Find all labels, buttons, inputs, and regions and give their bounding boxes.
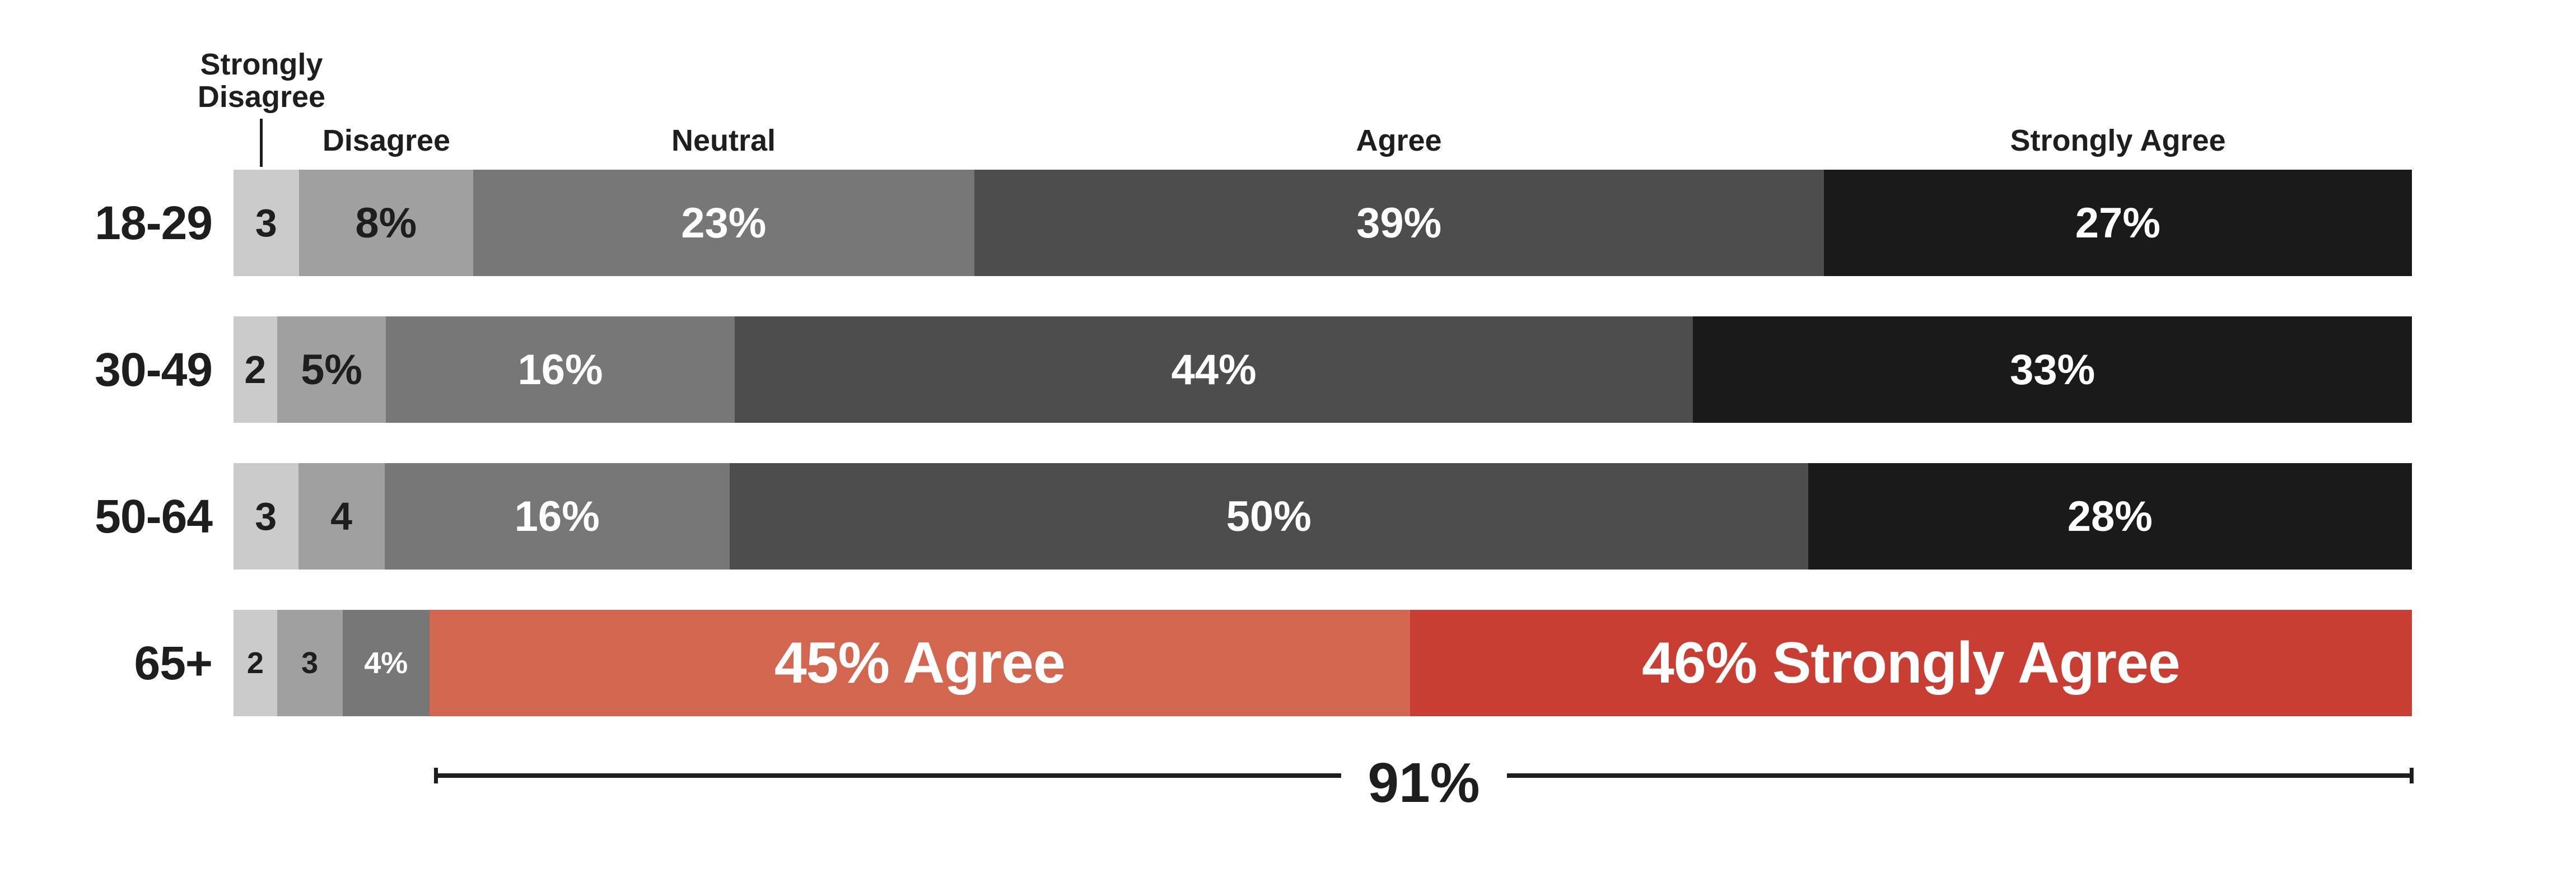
chart-row: 18-29 3 8% 23% 39% 27% xyxy=(67,170,2412,276)
stacked-bar: 2 5% 16% 44% 33% xyxy=(234,316,2412,423)
segment-neutral: 23% xyxy=(473,170,974,276)
segment-disagree: 4 xyxy=(298,463,385,570)
segment-neutral: 4% xyxy=(342,610,430,716)
bracket-right-tick xyxy=(2410,768,2414,783)
segment-disagree: 3 xyxy=(277,610,343,716)
segment-agree: 45% Agree xyxy=(430,610,1410,716)
stacked-bar: 3 8% 23% 39% 27% xyxy=(234,170,2412,276)
legend-strongly-disagree: Strongly Disagree xyxy=(197,48,326,114)
legend-strongly-agree: Strongly Agree xyxy=(2010,124,2226,157)
segment-strongly-agree: 33% xyxy=(1693,316,2412,423)
legend-agree: Agree xyxy=(1356,124,1442,157)
segment-strongly-agree: 27% xyxy=(1823,170,2412,276)
segment-agree: 50% xyxy=(729,463,1808,570)
segment-strongly-disagree: 2 xyxy=(234,316,277,423)
chart-row: 50-64 3 4 16% 50% 28% xyxy=(67,463,2412,570)
legend-disagree: Disagree xyxy=(322,124,451,157)
strongly-disagree-pointer-line xyxy=(260,119,263,167)
bracket-total-label: 91% xyxy=(1341,754,1507,811)
age-group-label: 65+ xyxy=(134,636,213,689)
stacked-bar: 2 3 4% 45% Agree 46% Strongly Agree xyxy=(234,610,2412,716)
segment-agree: 44% xyxy=(734,316,1693,423)
legend-neutral: Neutral xyxy=(671,124,776,157)
age-group-label: 30-49 xyxy=(95,343,213,396)
segment-strongly-disagree: 2 xyxy=(234,610,277,716)
segment-neutral: 16% xyxy=(384,463,730,570)
stacked-bar: 3 4 16% 50% 28% xyxy=(234,463,2412,570)
segment-disagree: 5% xyxy=(277,316,386,423)
segment-agree: 39% xyxy=(974,170,1824,276)
segment-disagree: 8% xyxy=(298,170,473,276)
age-group-label: 18-29 xyxy=(95,196,213,249)
segment-strongly-agree: 46% Strongly Agree xyxy=(1410,610,2412,716)
chart-row: 65+ 2 3 4% 45% Agree 46% Strongly Agree xyxy=(67,610,2412,716)
segment-strongly-disagree: 3 xyxy=(234,463,298,570)
segment-strongly-disagree: 3 xyxy=(234,170,299,276)
chart-rows: 18-29 3 8% 23% 39% 27% 30-49 2 5% 16% 44% 33% 50-64 3… xyxy=(67,170,2412,757)
segment-neutral: 16% xyxy=(386,316,735,423)
chart-row: 30-49 2 5% 16% 44% 33% xyxy=(67,316,2412,423)
age-group-label: 50-64 xyxy=(95,489,213,543)
agree-total-bracket: 91% xyxy=(434,754,2414,811)
segment-strongly-agree: 28% xyxy=(1808,463,2412,570)
